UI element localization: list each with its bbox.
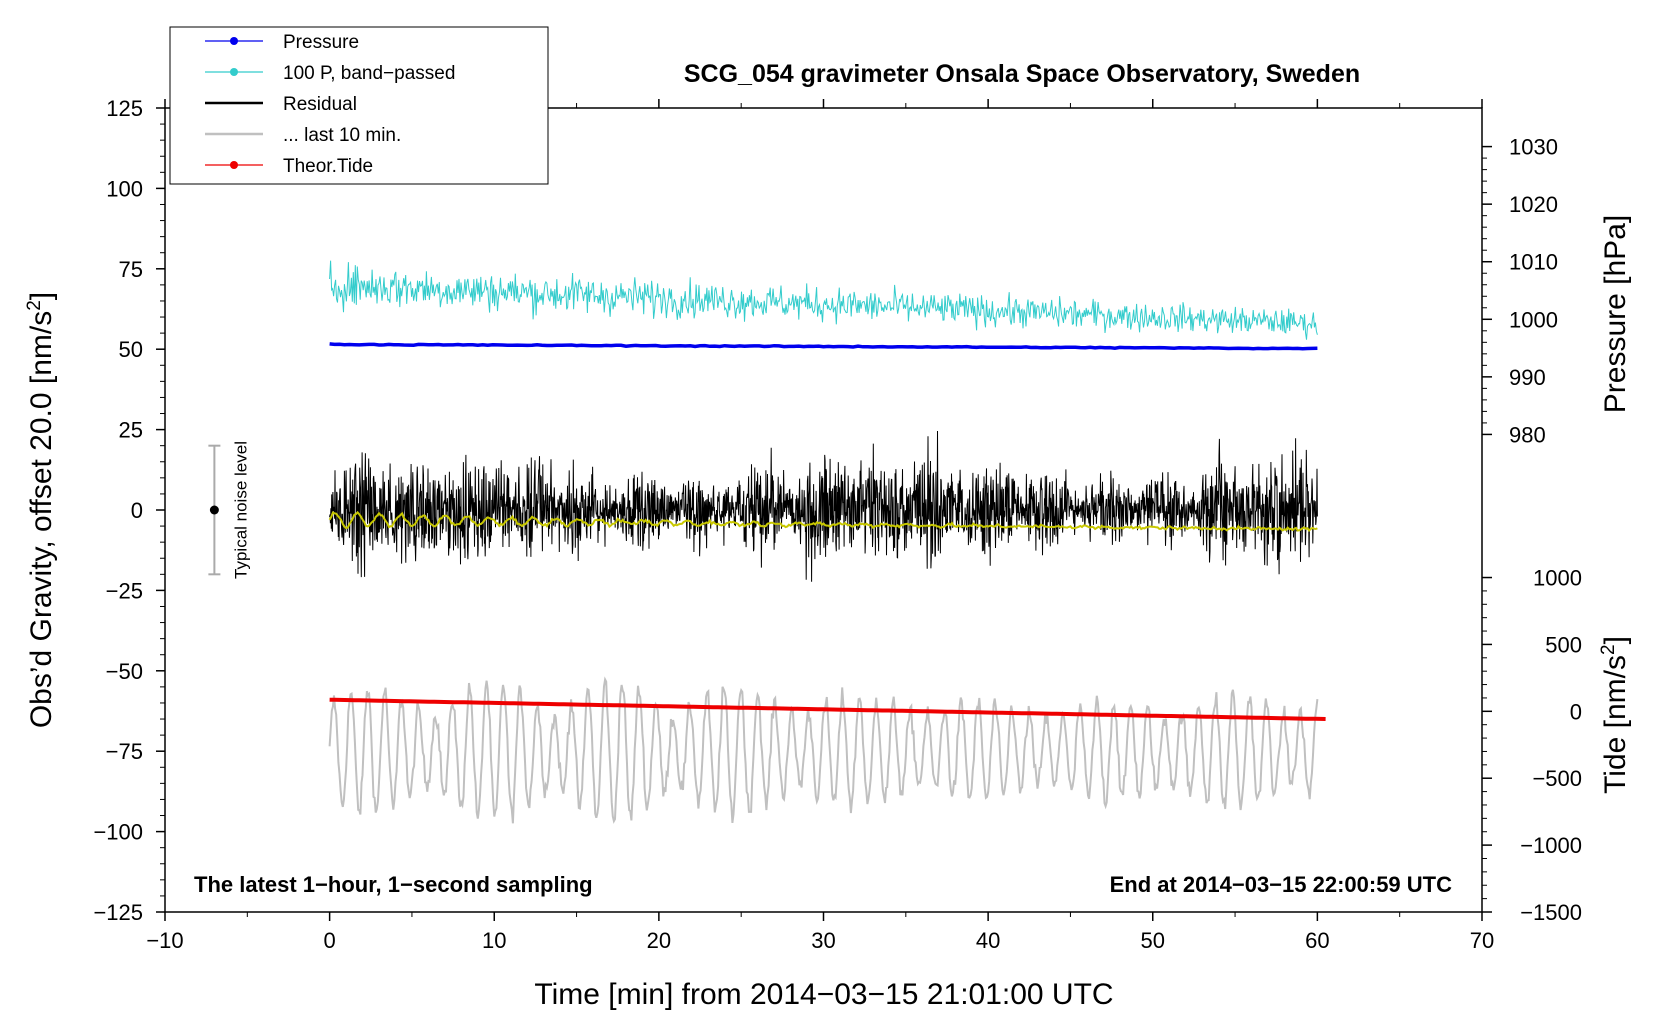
noise-level-label: Typical noise level <box>231 441 250 579</box>
tide-tick-label: 0 <box>1570 699 1582 724</box>
tide-tick-label: −1000 <box>1520 833 1582 858</box>
x-tick-label: 10 <box>482 928 506 953</box>
last-10-min-line <box>328 676 1319 824</box>
pressure-tick-label: 1020 <box>1509 192 1558 217</box>
y-tick-label: 100 <box>106 176 143 201</box>
legend-box <box>169 26 549 185</box>
y-tick-label: −50 <box>106 659 143 684</box>
pressure-line <box>329 342 1318 351</box>
y-tick-label: 50 <box>119 337 143 362</box>
legend-label: Residual <box>283 94 357 115</box>
y-tick-label: −75 <box>106 739 143 764</box>
y-tick-label: 75 <box>119 257 143 282</box>
tide-tick-label: 1000 <box>1533 566 1582 591</box>
y-tick-label: 0 <box>131 498 143 523</box>
tide-tick-label: 500 <box>1545 632 1582 657</box>
legend-swatch-marker <box>230 161 238 169</box>
left-y-axis-title: Obs’d Gravity, offset 20.0 [nm/s2] <box>24 292 58 728</box>
y-tick-label: −100 <box>93 820 143 845</box>
annotation-right: End at 2014−03−15 22:00:59 UTC <box>1110 872 1453 897</box>
legend-swatch-marker <box>230 37 238 45</box>
x-tick-label: −10 <box>146 928 183 953</box>
tide-tick-label: −500 <box>1532 766 1582 791</box>
x-tick-label: 30 <box>811 928 835 953</box>
tide-tick-label: −1500 <box>1520 900 1582 925</box>
pressure-tick-label: 980 <box>1509 422 1546 447</box>
x-tick-label: 20 <box>647 928 671 953</box>
theoretical-tide-line <box>329 697 1326 721</box>
pressure-tick-label: 1030 <box>1509 135 1558 160</box>
residual-smoothed-line <box>328 510 1318 533</box>
tide-axis-title: Tide [nm/s2] <box>1598 636 1632 794</box>
y-tick-label: 25 <box>119 418 143 443</box>
x-tick-label: 40 <box>976 928 1000 953</box>
x-tick-label: 50 <box>1141 928 1165 953</box>
legend-swatch-marker <box>230 68 238 76</box>
pressure-tick-label: 1000 <box>1509 307 1558 332</box>
x-tick-label: 0 <box>324 928 336 953</box>
x-tick-label: 60 <box>1305 928 1329 953</box>
noise-level-indicator <box>208 444 221 576</box>
legend-label: 100 P, band−passed <box>283 63 455 84</box>
pressure-axis-title: Pressure [hPa] <box>1599 215 1632 413</box>
y-tick-label: −125 <box>93 900 143 925</box>
y-tick-label: −25 <box>106 578 143 603</box>
legend-label: ... last 10 min. <box>283 125 401 146</box>
x-tick-label: 70 <box>1470 928 1494 953</box>
x-axis-title: Time [min] from 2014−03−15 21:01:00 UTC <box>534 978 1113 1011</box>
legend: Pressure 100 P, band−passed Residual ... la… <box>169 26 549 185</box>
chart-title: SCG_054 gravimeter Onsala Space Observat… <box>684 60 1360 88</box>
residual-line <box>329 430 1318 582</box>
annotation-left: The latest 1−hour, 1−second sampling <box>194 872 593 897</box>
legend-label: Theor.Tide <box>283 156 373 177</box>
band-passed-pressure-line <box>329 260 1318 340</box>
noise-center-dot <box>209 505 219 515</box>
pressure-tick-label: 1010 <box>1509 250 1558 275</box>
legend-label: Pressure <box>283 32 359 53</box>
pressure-tick-label: 990 <box>1509 365 1546 390</box>
y-tick-label: 125 <box>106 96 143 121</box>
